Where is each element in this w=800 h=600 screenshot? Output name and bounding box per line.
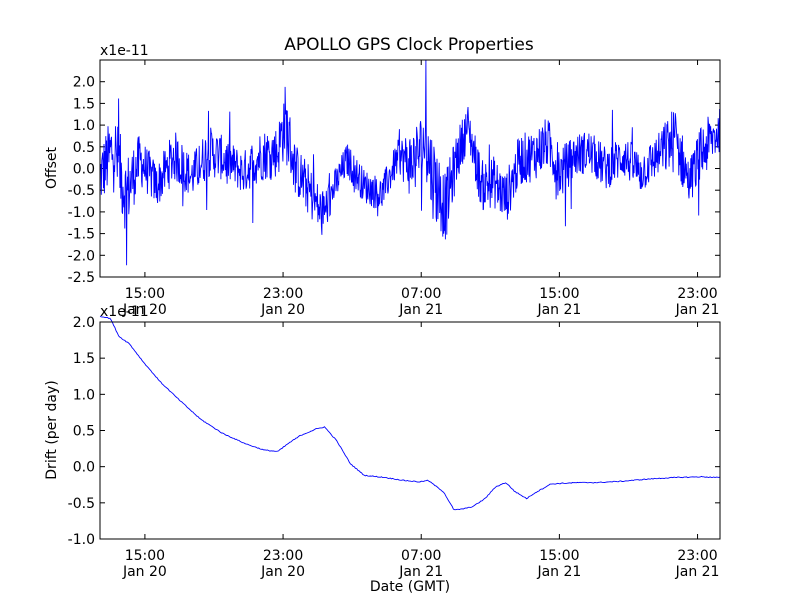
drift-ytick-label: -0.5 [68,496,95,512]
drift-chart: x1e-11 Drift (per day) [44,304,721,540]
offset-ytick-label: -1.5 [68,227,95,243]
offset-ytick-label: -0.5 [68,183,95,199]
offset-ytick-label: 1.0 [73,118,95,134]
drift-series-line [99,315,721,511]
offset-xtick-date: Jan 21 [536,302,581,318]
offset-ytick-label: 0.5 [73,140,95,156]
offset-xtick-date: Jan 21 [398,302,443,318]
drift-xtick-date: Jan 21 [398,564,443,580]
drift-xtick-time: 07:00 [401,548,441,564]
drift-scale-label: x1e-11 [100,304,149,320]
offset-ytick-label: -1.0 [68,205,95,221]
offset-chart: x1e-11 Offset [44,43,721,278]
offset-ytick-label: -2.0 [68,248,95,264]
offset-ytick-label: 0.0 [73,162,95,178]
offset-xtick-time: 23:00 [263,286,303,302]
offset-xtick-time: 07:00 [401,286,441,302]
drift-ytick-label: 0.0 [73,460,95,476]
x-axis-label: Date (GMT) [370,579,450,595]
drift-xtick-date: Jan 20 [122,564,167,580]
drift-xtick-date: Jan 21 [675,564,720,580]
offset-xtick-date: Jan 21 [675,302,720,318]
drift-xtick-time: 23:00 [263,548,303,564]
offset-xtick-time: 15:00 [125,286,165,302]
offset-scale-label: x1e-11 [100,43,149,59]
drift-xtick-time: 23:00 [677,548,717,564]
drift-ytick-label: 0.5 [73,424,95,440]
drift-xtick-time: 15:00 [125,548,165,564]
drift-plot-area [100,322,720,539]
drift-ytick-label: -1.0 [68,532,95,548]
drift-xtick-date: Jan 21 [536,564,581,580]
drift-y-label: Drift (per day) [44,380,60,479]
offset-xtick-date: Jan 20 [260,302,305,318]
drift-xtick-time: 15:00 [539,548,579,564]
offset-xtick-time: 15:00 [539,286,579,302]
offset-ytick-label: -2.5 [68,270,95,286]
offset-ytick-label: 1.5 [73,96,95,112]
offset-xtick-time: 23:00 [677,286,717,302]
drift-xtick-date: Jan 20 [260,564,305,580]
offset-y-label: Offset [44,146,60,189]
drift-ytick-label: 2.0 [73,315,95,331]
drift-axes-frame [99,321,721,540]
offset-axes-frame [99,59,721,278]
drift-ytick-label: 1.5 [73,351,95,367]
offset-series-line [99,59,721,266]
offset-ytick-label: 2.0 [73,75,95,91]
drift-ytick-label: 1.0 [73,387,95,403]
offset-xtick-date: Jan 20 [122,302,167,318]
drift-marks [99,315,721,540]
chart-title: APOLLO GPS Clock Properties [284,35,534,55]
